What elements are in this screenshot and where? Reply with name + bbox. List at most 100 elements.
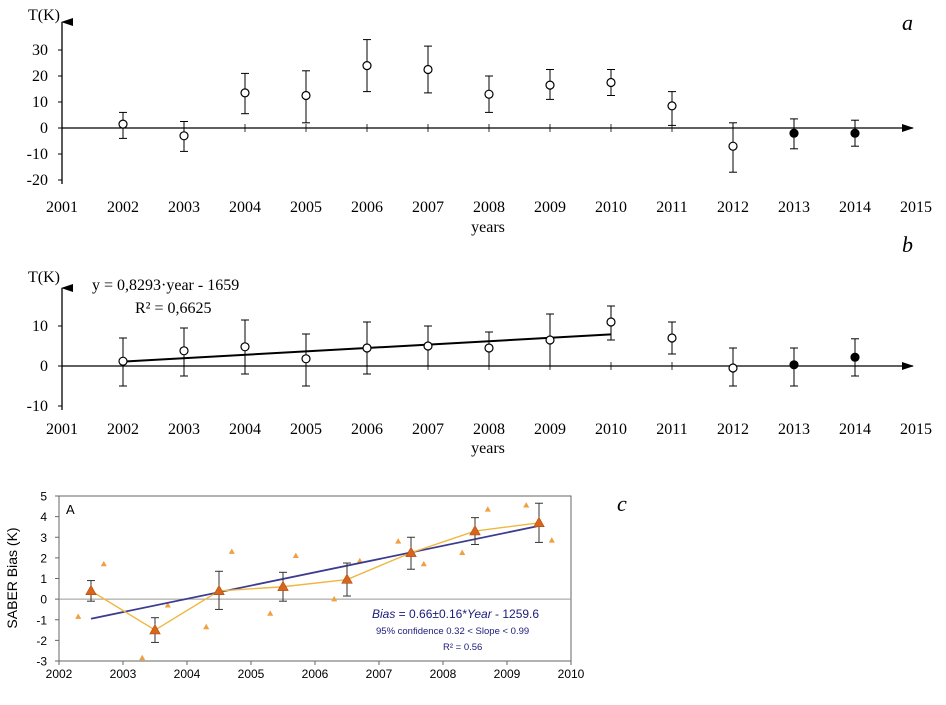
data-point — [484, 89, 494, 99]
y-tick-label: -20 — [27, 172, 48, 189]
x-tick-label: 2003 — [168, 199, 200, 216]
x-tick-label: 2015 — [900, 199, 932, 216]
y-tick-label: 20 — [32, 68, 48, 85]
panel-b-y-axis-label: T(K) — [28, 269, 60, 286]
y-tick-label: 2 — [40, 551, 47, 565]
data-point — [240, 342, 250, 352]
data-point — [362, 60, 372, 71]
monthly-point — [267, 610, 274, 616]
x-tick-label: 2008 — [473, 421, 505, 438]
x-tick-label: 2001 — [46, 421, 78, 438]
y-tick-label: 5 — [40, 490, 47, 504]
annual-mean-point — [149, 623, 161, 635]
monthly-point — [139, 654, 146, 661]
x-tick-label: 2002 — [107, 421, 139, 438]
panel-c-confidence: 95% confidence 0.32 < Slope < 0.99 — [376, 626, 529, 637]
panel-b-r-squared: R² = 0,6625 — [135, 300, 212, 317]
x-tick-label: 2012 — [717, 199, 749, 216]
x-tick-label: 2010 — [558, 667, 585, 681]
monthly-point — [100, 560, 107, 567]
y-tick-label: -3 — [36, 655, 47, 669]
x-tick-label: 2007 — [412, 421, 444, 438]
x-tick-label: 2011 — [656, 199, 687, 216]
panel-b-equation: y = 0,8293·year - 1659 — [92, 277, 239, 294]
annual-mean-point — [405, 546, 417, 557]
x-tick-label: 2011 — [656, 421, 687, 438]
y-tick-label: 0 — [40, 593, 47, 607]
annual-mean-point — [277, 580, 289, 591]
regression-line — [90, 525, 540, 620]
panel-a-y-axis-label: T(K) — [28, 7, 60, 24]
x-tick-label: 2004 — [229, 421, 261, 438]
panel-c-bias-equation: Bias = 0.66±0.16*Year - 1259.6 — [372, 607, 539, 621]
data-point — [484, 343, 494, 353]
x-tick-label: 2013 — [778, 199, 810, 216]
x-tick-label: 2004 — [174, 667, 201, 681]
data-point — [850, 352, 860, 362]
monthly-point — [164, 602, 171, 608]
annual-mean-point — [469, 524, 481, 536]
y-tick-label: 10 — [32, 318, 48, 335]
annual-mean-point — [341, 573, 353, 584]
data-point — [850, 128, 860, 138]
data-point — [667, 333, 677, 343]
data-point — [301, 354, 311, 364]
x-tick-label: 2010 — [595, 421, 627, 438]
x-tick-label: 2006 — [302, 667, 329, 681]
monthly-point — [331, 595, 338, 602]
x-tick-label: 2005 — [238, 667, 265, 681]
data-point — [728, 141, 738, 151]
panel-c-y-axis-label: SABER Bias (K) — [4, 527, 20, 628]
data-point — [789, 128, 799, 138]
data-point — [545, 335, 555, 345]
panel-a-letter: a — [902, 10, 913, 35]
x-tick-label: 2012 — [717, 421, 749, 438]
monthly-point — [395, 538, 402, 544]
panel-b-letter: b — [902, 232, 913, 257]
x-tick-label: 2005 — [290, 199, 322, 216]
x-tick-label: 2009 — [494, 667, 521, 681]
x-tick-label: 2008 — [430, 667, 457, 681]
y-tick-label: 1 — [40, 572, 47, 586]
panel-c-inner-label: A — [66, 502, 75, 517]
data-point — [240, 88, 250, 98]
y-tick-label: 3 — [40, 531, 47, 545]
x-tick-label: 2004 — [229, 199, 261, 216]
monthly-point — [523, 502, 530, 508]
x-tick-label: 2015 — [900, 421, 932, 438]
data-point — [423, 64, 433, 75]
x-tick-label: 2006 — [351, 421, 383, 438]
x-tick-label: 2008 — [473, 199, 505, 216]
x-tick-label: 2013 — [778, 421, 810, 438]
data-point — [606, 77, 616, 88]
panel-b-chart: b T(K) years y = 0,8293·year - 1659 R² =… — [27, 232, 932, 457]
data-point — [118, 356, 128, 366]
panel-b-x-axis-label: years — [471, 440, 505, 457]
data-point — [118, 119, 128, 129]
monthly-point — [203, 623, 210, 630]
y-tick-label: -1 — [36, 613, 47, 627]
x-tick-label: 2003 — [168, 421, 200, 438]
y-tick-label: 0 — [40, 358, 48, 375]
data-point — [606, 317, 616, 327]
x-tick-label: 2003 — [110, 667, 137, 681]
x-tick-label: 2002 — [107, 199, 139, 216]
y-tick-label: 4 — [40, 510, 47, 524]
data-point — [789, 360, 799, 370]
data-point — [667, 101, 677, 111]
data-point — [179, 346, 189, 356]
x-tick-label: 2001 — [46, 199, 78, 216]
monthly-point — [459, 549, 466, 555]
annual-mean-line — [90, 522, 540, 631]
y-tick-label: 0 — [40, 120, 48, 137]
y-tick-label: 30 — [32, 42, 48, 59]
y-tick-label: 10 — [32, 94, 48, 111]
x-tick-label: 2007 — [366, 667, 393, 681]
monthly-point — [228, 548, 235, 554]
monthly-point — [548, 537, 555, 543]
x-tick-label: 2010 — [595, 199, 627, 216]
year-label: Year — [467, 607, 493, 621]
